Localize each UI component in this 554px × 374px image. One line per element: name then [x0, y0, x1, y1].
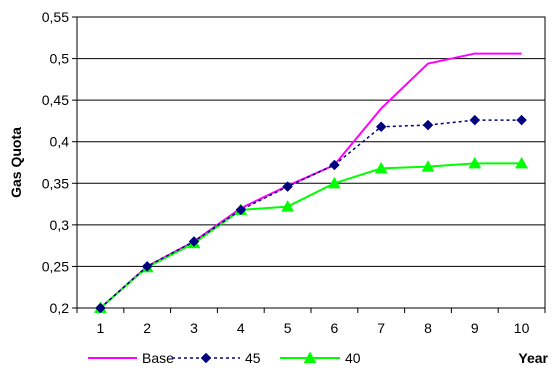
y-tick-label: 0,2	[50, 300, 70, 316]
y-tick-label: 0,45	[42, 92, 69, 108]
x-tick-label: 2	[143, 320, 151, 336]
data-point	[282, 181, 293, 192]
data-point	[374, 161, 388, 174]
series-45	[95, 114, 527, 314]
data-point	[468, 156, 482, 169]
y-axis-title: Gas Quota	[8, 127, 24, 198]
data-point	[188, 236, 200, 247]
data-point	[95, 302, 106, 314]
legend-item-40: 40	[280, 350, 361, 366]
x-tick-label: 6	[331, 320, 339, 336]
data-point	[375, 121, 387, 133]
series-Base	[99, 52, 522, 309]
series-line	[99, 162, 522, 309]
y-tick-label: 0,35	[42, 175, 69, 191]
legend-item-45: 45	[172, 350, 261, 366]
x-axis-title: Year	[518, 350, 548, 366]
data-point	[327, 176, 341, 189]
x-tick-label: 7	[377, 320, 385, 336]
data-point	[329, 159, 340, 171]
x-tick-label: 5	[284, 320, 292, 336]
x-axis: 1 2 3 4 5 6 7 8 9 10	[76, 308, 546, 336]
x-tick-label: 1	[97, 320, 105, 336]
series-layer	[93, 52, 529, 314]
legend-item-Base: Base	[88, 350, 174, 366]
y-tick-label: 0,3	[50, 217, 70, 233]
data-point	[281, 200, 295, 212]
legend: Base 45 40	[88, 350, 361, 366]
y-tick-label: 0,55	[42, 9, 69, 25]
data-point	[422, 119, 434, 131]
x-tick-label: 4	[237, 320, 245, 336]
y-axis: 0,2 0,25 0,3 0,35 0,4 0,45 0,5 0,55	[42, 9, 77, 316]
x-tick-label: 9	[471, 320, 479, 336]
x-tick-label: 3	[190, 320, 198, 336]
data-point	[515, 156, 529, 169]
x-tick-label: 10	[514, 320, 530, 336]
series-line	[99, 119, 522, 309]
x-tick-label: 8	[424, 320, 432, 336]
data-point	[235, 204, 247, 216]
legend-label: Base	[142, 350, 174, 366]
legend-marker	[200, 352, 212, 364]
data-point	[141, 261, 153, 272]
y-tick-label: 0,5	[50, 51, 70, 67]
series-40	[93, 156, 529, 314]
grid-lines	[77, 58, 545, 267]
data-point	[421, 160, 435, 172]
data-point	[516, 114, 527, 126]
legend-label: 45	[245, 350, 261, 366]
y-tick-label: 0,4	[50, 134, 70, 150]
legend-label: 40	[345, 350, 361, 366]
y-tick-label: 0,25	[42, 258, 69, 274]
series-line	[99, 52, 522, 309]
data-point	[469, 114, 481, 126]
legend-marker	[303, 351, 317, 364]
